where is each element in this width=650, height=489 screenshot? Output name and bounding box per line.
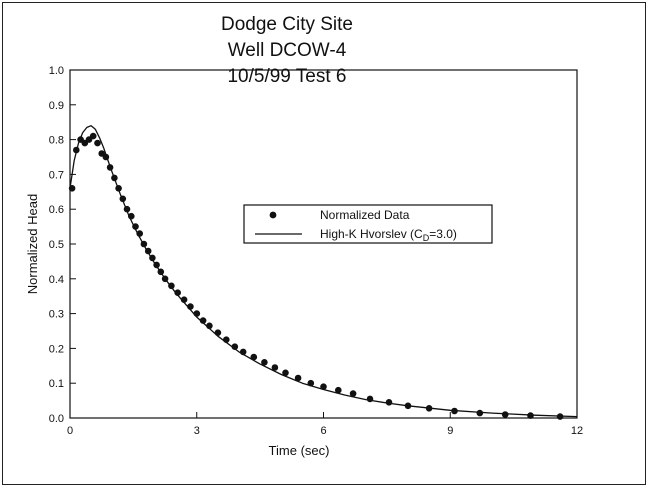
data-point xyxy=(94,139,101,147)
data-point xyxy=(128,212,135,220)
data-point xyxy=(223,336,230,344)
x-tick-label: 0 xyxy=(67,425,73,437)
data-point xyxy=(187,303,194,310)
data-point xyxy=(119,195,127,203)
legend-marker-points xyxy=(269,211,277,219)
data-point xyxy=(349,390,357,397)
y-tick-label: 0.6 xyxy=(49,204,64,216)
y-tick-label: 0.5 xyxy=(49,239,64,251)
data-point xyxy=(149,254,156,262)
data-point xyxy=(366,395,374,403)
data-point xyxy=(501,411,509,418)
data-point xyxy=(89,132,97,140)
data-point xyxy=(73,146,80,154)
data-point xyxy=(451,407,458,415)
data-point xyxy=(527,412,534,419)
y-tick-label: 0.7 xyxy=(49,169,64,181)
data-point xyxy=(206,322,213,330)
data-point xyxy=(335,386,342,394)
chart-title: Dodge City Site Well DCOW-4 10/5/99 Test… xyxy=(221,14,353,87)
data-point xyxy=(136,230,143,237)
data-point xyxy=(425,405,433,412)
data-point xyxy=(476,409,484,417)
data-point xyxy=(282,369,289,377)
fit-line xyxy=(69,125,578,418)
data-point xyxy=(307,379,315,387)
data-point xyxy=(168,282,175,290)
legend-box xyxy=(243,204,493,244)
y-axis-label: Normalized Head xyxy=(25,194,40,294)
series-high-k-hvorslev xyxy=(69,125,578,418)
chart-title-line-3: 10/5/99 Test 6 xyxy=(227,66,346,87)
data-point xyxy=(250,353,258,361)
legend-label-hvorslev-suffix: =3.0) xyxy=(429,227,457,241)
data-point xyxy=(193,310,201,317)
y-tick-label: 0.3 xyxy=(49,309,64,321)
data-point xyxy=(157,268,165,276)
legend-label-hvorslev-main: High-K Hvorslev (C xyxy=(320,227,423,241)
y-tick-label: 1.0 xyxy=(49,65,64,77)
series-normalized-data xyxy=(68,132,564,420)
x-tick-label: 9 xyxy=(447,425,453,437)
data-point xyxy=(153,261,160,269)
chart-title-line-1: Dodge City Site xyxy=(221,14,353,35)
data-point xyxy=(140,240,148,248)
data-point xyxy=(385,399,393,406)
data-point xyxy=(68,185,76,192)
data-point xyxy=(261,359,268,366)
legend-label-hvorslev-sub: D xyxy=(423,233,430,243)
y-tick-label: 0.4 xyxy=(49,274,64,286)
y-tick-label: 0.2 xyxy=(49,343,64,355)
x-tick-label: 3 xyxy=(194,425,200,437)
data-point xyxy=(239,348,247,356)
data-point xyxy=(106,164,114,171)
data-point xyxy=(294,374,302,382)
data-point xyxy=(161,275,169,283)
x-tick-label: 12 xyxy=(571,425,583,437)
x-axis: 0 3 6 9 12 xyxy=(67,412,583,437)
data-point xyxy=(132,223,139,230)
chart-title-line-2: Well DCOW-4 xyxy=(228,40,347,61)
y-tick-label: 0.0 xyxy=(49,413,64,425)
data-point xyxy=(404,402,412,410)
data-point xyxy=(115,185,122,192)
data-point xyxy=(174,289,181,297)
data-point xyxy=(199,317,207,324)
y-tick-label: 0.8 xyxy=(49,135,64,147)
data-point xyxy=(271,364,279,371)
data-point xyxy=(556,413,564,420)
data-point xyxy=(180,296,188,304)
legend-label-normalized-data: Normalized Data xyxy=(320,208,410,222)
data-point xyxy=(102,153,110,161)
x-tick-label: 6 xyxy=(320,425,326,437)
data-point xyxy=(320,383,327,391)
y-tick-label: 0.1 xyxy=(49,378,64,390)
x-axis-label: Time (sec) xyxy=(269,443,330,458)
legend: Normalized Data High-K Hvorslev (CD=3.0) xyxy=(243,204,493,244)
y-tick-label: 0.9 xyxy=(49,100,64,112)
data-point xyxy=(214,329,222,337)
data-point xyxy=(111,174,118,182)
legend-label-hvorslev: High-K Hvorslev (CD=3.0) xyxy=(320,227,457,243)
y-axis: 0.0 0.1 0.2 0.3 0.4 0.5 0.6 0.7 0.8 0.9 1.0 xyxy=(49,65,76,425)
data-point xyxy=(144,247,152,255)
data-point xyxy=(231,343,239,351)
data-point xyxy=(123,205,131,213)
